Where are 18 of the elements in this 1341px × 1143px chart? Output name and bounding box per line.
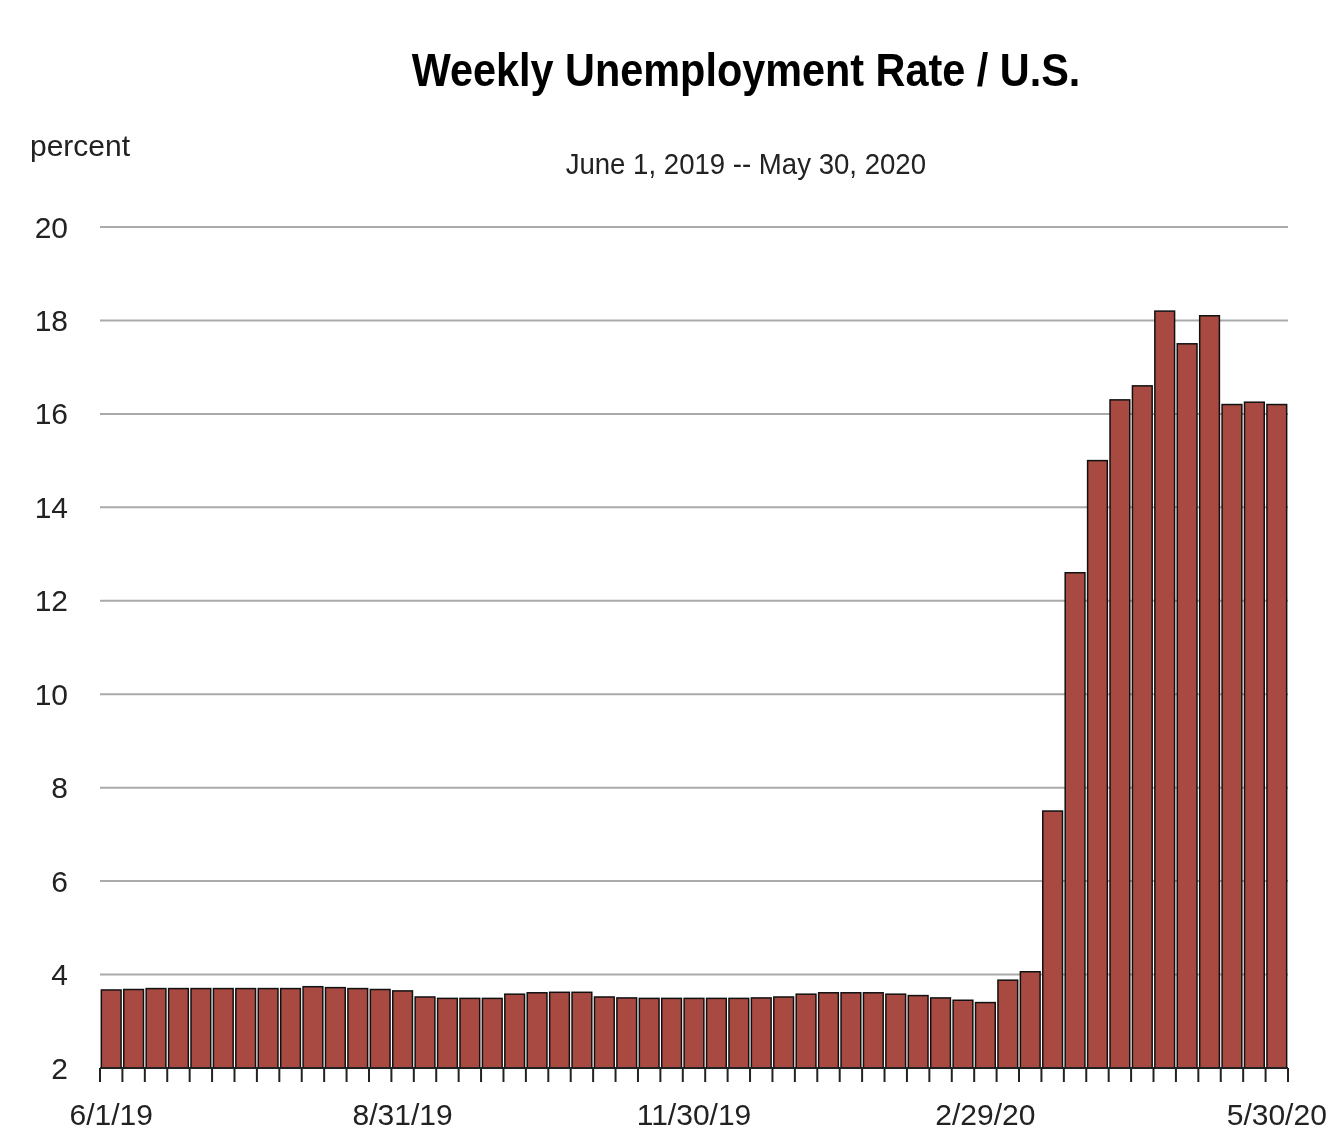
x-tick-label: 8/31/19 [352,1098,453,1131]
x-tick-label: 5/30/20 [1226,1098,1327,1131]
x-tick-label: 2/29/20 [935,1098,1036,1131]
y-tick-label: 12 [34,584,68,618]
x-tick-label: 6/1/19 [69,1098,153,1131]
y-tick-label: 14 [34,490,68,524]
y-tick-label: 20 [34,210,68,244]
y-tick-label: 2 [51,1051,68,1085]
y-tick-label: 6 [51,864,68,898]
chart-subtitle: June 1, 2019 -- May 30, 2020 [565,146,927,181]
y-tick-label: 4 [51,958,68,992]
y-tick-label: 16 [34,397,68,431]
chart-title: Weekly Unemployment Rate / U.S. [411,43,1081,96]
y-tick-label: 10 [34,677,68,711]
y-axis-title: percent [30,129,131,162]
y-tick-label: 18 [34,303,68,337]
x-tick-label: 11/30/19 [636,1098,752,1131]
y-tick-label: 8 [51,771,68,805]
